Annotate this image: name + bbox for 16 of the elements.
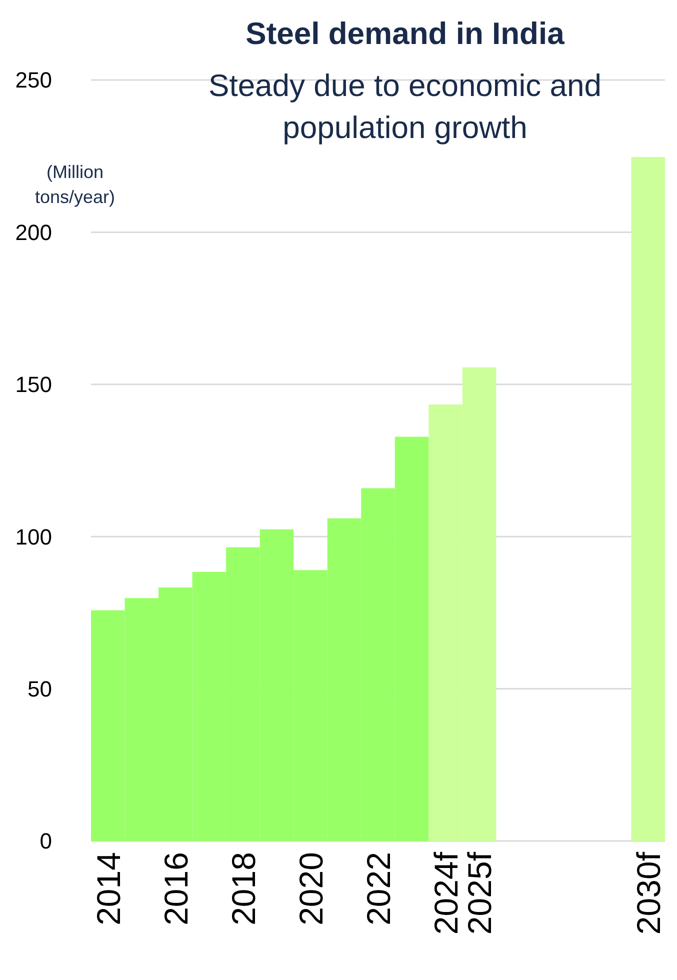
chart-title: Steel demand in India — [246, 16, 566, 51]
x-tick-label: 2022 — [360, 852, 397, 926]
x-tick-label: 2016 — [157, 852, 194, 926]
chart-subtitle: Steady due to economic and population growth — [208, 68, 602, 145]
y-tick-label: 50 — [28, 676, 52, 702]
x-tick-label: 2018 — [224, 852, 262, 926]
y-tick-label: 100 — [15, 524, 52, 550]
y-tick-label: 200 — [15, 220, 52, 245]
y-tick-label: 250 — [15, 68, 52, 93]
bar — [631, 157, 665, 841]
y-tick-label: 0 — [40, 828, 52, 854]
x-tick-label: 2014 — [90, 852, 127, 926]
x-tick-label: 2030f — [630, 851, 667, 935]
y-axis-title: (Million tons/year) — [34, 162, 116, 207]
y-tick-label: 150 — [15, 372, 52, 398]
x-tick-label: 2020 — [292, 852, 330, 926]
